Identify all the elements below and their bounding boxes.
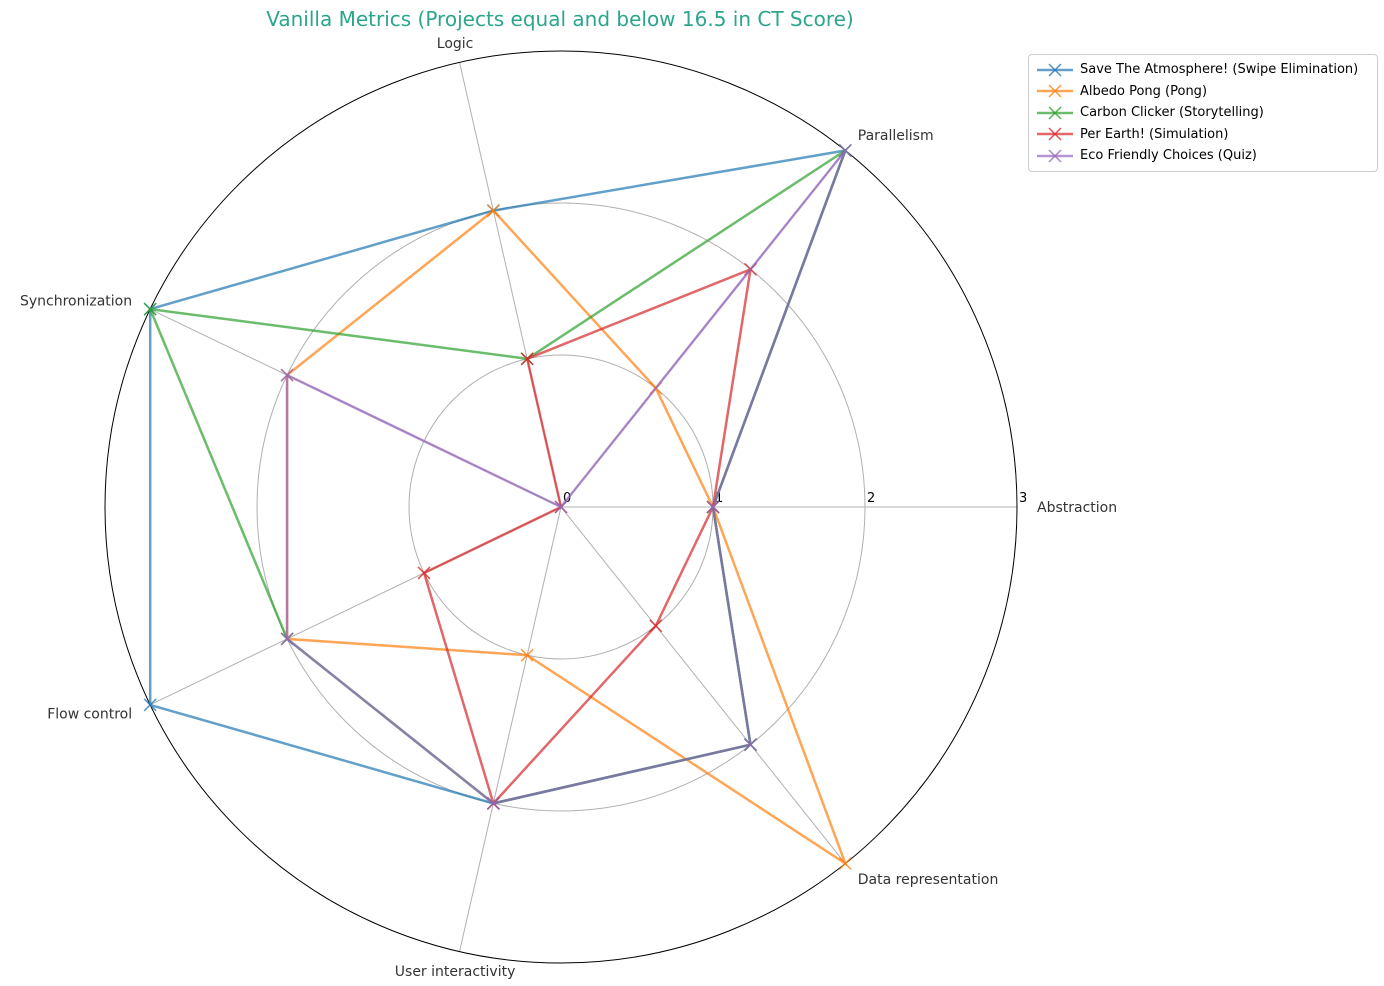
axis-label: Flow control <box>47 707 132 723</box>
axis-label: Data representation <box>858 872 999 888</box>
axis-label: Abstraction <box>1037 500 1117 516</box>
series-group <box>417 262 758 810</box>
data-point <box>838 856 852 871</box>
legend-swatch <box>1037 84 1073 98</box>
legend-item: Albedo Pong (Pong) <box>1029 81 1377 103</box>
axis-spoke <box>459 506 562 952</box>
series-line <box>285 149 847 805</box>
axis-label: User interactivity <box>395 964 516 980</box>
data-point <box>143 698 157 712</box>
radar-series <box>143 143 852 871</box>
legend-item: Per Earth! (Simulation) <box>1029 124 1377 146</box>
legend-label: Carbon Clicker (Storytelling) <box>1080 105 1264 121</box>
axis-label: Parallelism <box>858 128 934 144</box>
radial-tick-label: 3 <box>1019 491 1027 506</box>
data-point <box>280 632 294 646</box>
data-point <box>486 796 500 810</box>
axis-labels: Abstraction Parallelism Logic Synchronizati… <box>20 36 1117 980</box>
radial-tick-label: 2 <box>867 491 875 506</box>
data-point <box>649 619 663 633</box>
legend-item: Carbon Clicker (Storytelling) <box>1029 102 1377 124</box>
axis-label: Synchronization <box>20 293 132 309</box>
legend-label: Eco Friendly Choices (Quiz) <box>1080 148 1257 164</box>
axis-spoke <box>560 506 846 864</box>
data-point <box>520 648 534 662</box>
data-point <box>838 143 852 158</box>
data-point <box>486 204 500 218</box>
data-point <box>280 368 294 382</box>
series-group <box>280 204 852 871</box>
radial-tick-label: 1 <box>715 491 723 506</box>
legend-label: Per Earth! (Simulation) <box>1080 126 1229 142</box>
axis-label: Logic <box>437 36 474 52</box>
legend-label: Albedo Pong (Pong) <box>1080 83 1208 99</box>
data-point <box>744 738 758 752</box>
legend: Save The Atmosphere! (Swipe Elimination)… <box>1028 54 1378 172</box>
data-point <box>143 302 157 316</box>
data-point <box>706 500 720 514</box>
legend-item: Save The Atmosphere! (Swipe Elimination) <box>1029 59 1377 81</box>
chart-title: Vanilla Metrics (Projects equal and belo… <box>266 7 853 31</box>
series-line <box>285 208 848 867</box>
legend-item: Eco Friendly Choices (Quiz) <box>1029 145 1377 167</box>
data-point <box>554 500 568 514</box>
legend-swatch <box>1037 149 1073 163</box>
legend-swatch <box>1037 127 1073 141</box>
series-line <box>422 267 753 806</box>
polar-frame <box>104 50 1018 964</box>
data-point <box>417 566 431 580</box>
legend-swatch <box>1037 106 1073 120</box>
series-group <box>280 143 852 810</box>
legend-label: Save The Atmosphere! (Swipe Elimination) <box>1080 62 1359 78</box>
legend-swatch <box>1037 63 1073 77</box>
data-point <box>520 352 534 366</box>
